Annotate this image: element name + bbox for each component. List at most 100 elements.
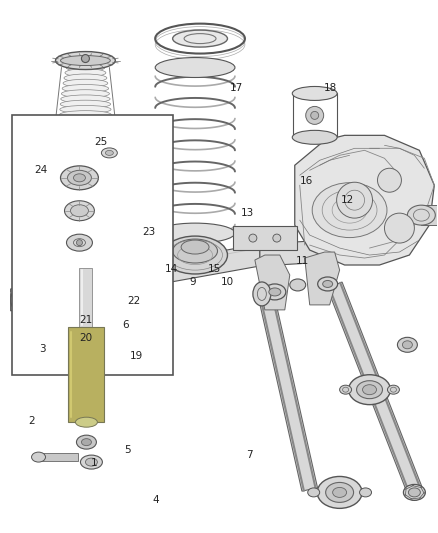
- Ellipse shape: [290, 279, 306, 291]
- Text: 22: 22: [127, 296, 141, 306]
- Ellipse shape: [65, 163, 106, 171]
- Ellipse shape: [62, 212, 73, 219]
- Circle shape: [81, 54, 89, 62]
- Text: 15: 15: [208, 264, 221, 274]
- Ellipse shape: [62, 147, 109, 155]
- Circle shape: [311, 111, 319, 119]
- Circle shape: [378, 168, 401, 192]
- Text: 21: 21: [79, 314, 92, 325]
- Ellipse shape: [162, 236, 227, 274]
- Ellipse shape: [81, 455, 102, 469]
- Ellipse shape: [61, 142, 110, 150]
- Ellipse shape: [60, 111, 111, 119]
- Ellipse shape: [71, 205, 88, 217]
- Ellipse shape: [173, 239, 218, 263]
- Ellipse shape: [65, 69, 106, 77]
- Ellipse shape: [181, 240, 209, 254]
- Ellipse shape: [61, 137, 110, 145]
- Ellipse shape: [349, 375, 390, 405]
- Ellipse shape: [85, 458, 97, 466]
- Ellipse shape: [318, 277, 338, 291]
- Ellipse shape: [64, 158, 107, 166]
- Ellipse shape: [61, 95, 110, 103]
- Circle shape: [306, 107, 324, 124]
- Ellipse shape: [63, 152, 108, 160]
- Ellipse shape: [312, 183, 387, 238]
- Circle shape: [273, 234, 281, 242]
- Ellipse shape: [155, 223, 235, 243]
- Ellipse shape: [357, 381, 382, 399]
- Text: 10: 10: [221, 278, 234, 287]
- Polygon shape: [327, 282, 422, 492]
- Ellipse shape: [101, 148, 117, 158]
- Ellipse shape: [32, 452, 46, 462]
- Ellipse shape: [66, 63, 105, 71]
- Polygon shape: [305, 252, 339, 305]
- Ellipse shape: [63, 79, 108, 87]
- Polygon shape: [255, 255, 290, 310]
- Ellipse shape: [317, 477, 362, 508]
- Ellipse shape: [360, 488, 371, 497]
- Text: 17: 17: [230, 83, 243, 93]
- Ellipse shape: [75, 417, 97, 427]
- Text: 20: 20: [79, 333, 92, 343]
- Ellipse shape: [66, 168, 105, 176]
- Ellipse shape: [339, 385, 352, 394]
- Text: 11: 11: [295, 256, 309, 266]
- Ellipse shape: [323, 280, 332, 287]
- Ellipse shape: [60, 121, 111, 129]
- Polygon shape: [35, 453, 78, 461]
- Ellipse shape: [60, 116, 111, 124]
- Ellipse shape: [64, 74, 107, 82]
- Ellipse shape: [60, 55, 110, 66]
- Ellipse shape: [292, 86, 337, 100]
- Polygon shape: [68, 327, 104, 422]
- Text: 24: 24: [35, 165, 48, 175]
- Text: 9: 9: [190, 278, 196, 287]
- Text: 3: 3: [39, 344, 46, 354]
- Circle shape: [77, 240, 82, 246]
- Ellipse shape: [332, 487, 346, 497]
- Ellipse shape: [60, 166, 99, 190]
- Ellipse shape: [74, 174, 85, 182]
- Text: 12: 12: [341, 195, 354, 205]
- Ellipse shape: [56, 52, 115, 69]
- Ellipse shape: [61, 90, 110, 98]
- Ellipse shape: [403, 484, 425, 500]
- Ellipse shape: [81, 439, 92, 446]
- Ellipse shape: [155, 58, 235, 77]
- Ellipse shape: [264, 284, 286, 300]
- Ellipse shape: [173, 30, 227, 47]
- Ellipse shape: [60, 100, 111, 108]
- Ellipse shape: [106, 150, 113, 156]
- Text: 1: 1: [91, 458, 98, 468]
- Text: 7: 7: [246, 450, 253, 460]
- Polygon shape: [11, 244, 260, 311]
- Ellipse shape: [67, 171, 92, 185]
- Text: 6: 6: [122, 320, 128, 330]
- Ellipse shape: [62, 84, 109, 92]
- Ellipse shape: [292, 131, 337, 144]
- Ellipse shape: [68, 177, 102, 184]
- Text: 13: 13: [241, 208, 254, 219]
- Polygon shape: [295, 135, 434, 265]
- Ellipse shape: [326, 482, 353, 503]
- Text: 5: 5: [124, 445, 131, 455]
- Ellipse shape: [397, 337, 417, 352]
- Text: 25: 25: [95, 136, 108, 147]
- Text: 23: 23: [142, 227, 156, 237]
- Polygon shape: [79, 268, 92, 327]
- Ellipse shape: [363, 385, 377, 394]
- Ellipse shape: [67, 234, 92, 251]
- Ellipse shape: [253, 282, 271, 306]
- Ellipse shape: [407, 205, 435, 225]
- Text: 2: 2: [28, 416, 35, 426]
- Text: 19: 19: [129, 351, 143, 361]
- Ellipse shape: [403, 341, 413, 349]
- Ellipse shape: [408, 488, 420, 497]
- Polygon shape: [257, 288, 318, 491]
- Ellipse shape: [60, 106, 111, 114]
- Ellipse shape: [77, 435, 96, 449]
- Bar: [233, 226, 297, 250]
- Ellipse shape: [11, 289, 27, 311]
